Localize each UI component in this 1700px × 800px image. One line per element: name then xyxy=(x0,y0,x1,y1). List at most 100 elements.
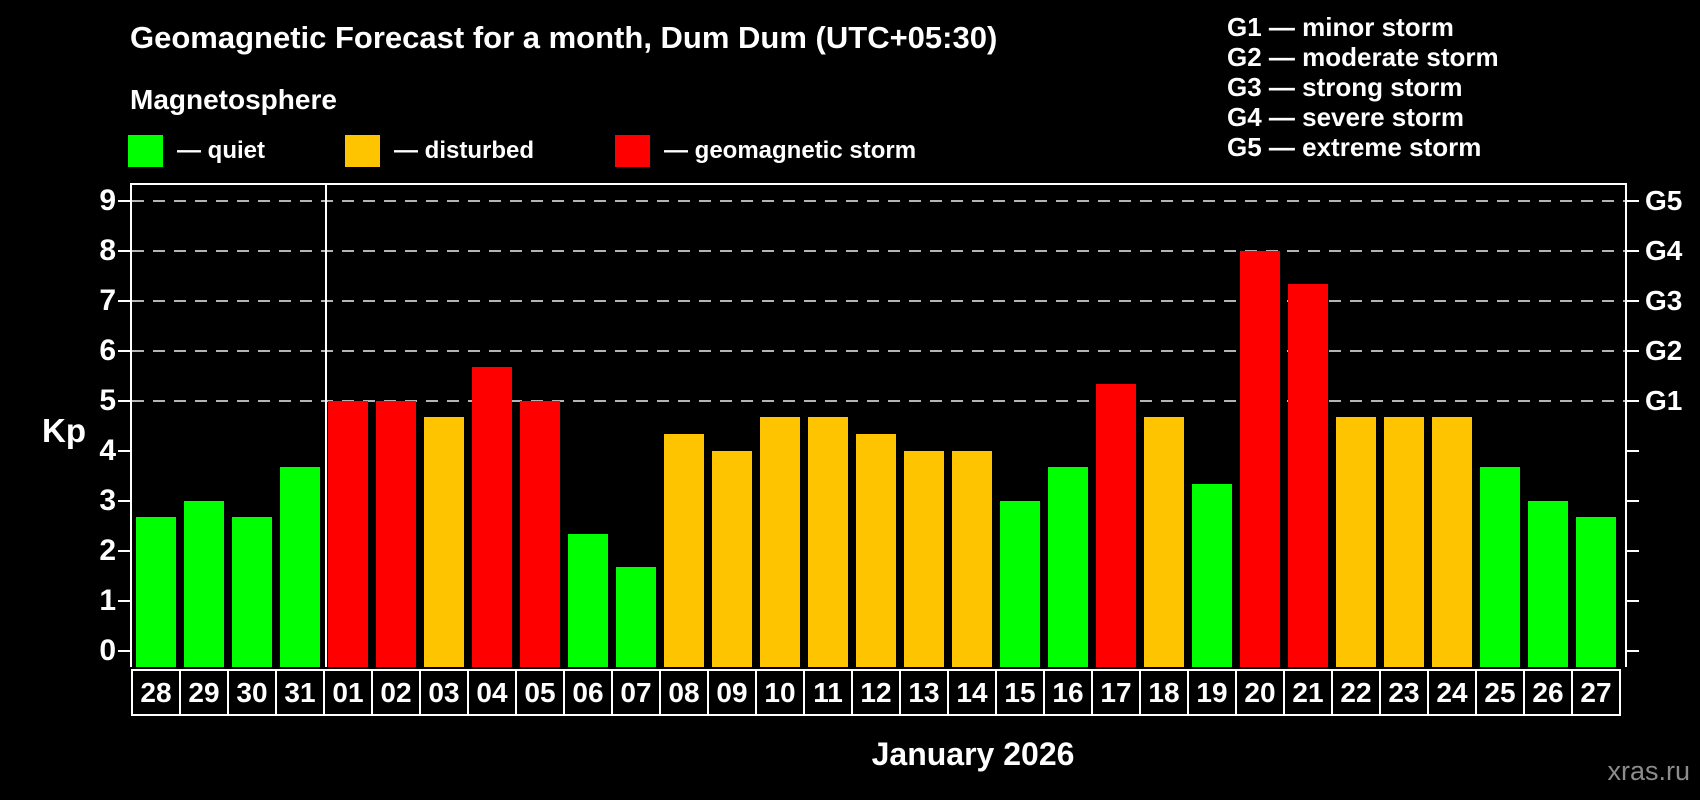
day-label-17: 17 xyxy=(1091,669,1141,716)
y-axis-tick xyxy=(118,300,130,302)
x-axis-day-row: 28 29 30 31 01 02 03 04 05 06 07 08 09 10 11 12 13 14 15 16… xyxy=(131,669,1621,716)
bar-day-15 xyxy=(1000,501,1040,667)
g-legend-line: G5 — extreme storm xyxy=(1227,132,1482,162)
day-label-28: 28 xyxy=(131,669,181,716)
plot-area xyxy=(130,183,1627,667)
bar-day-21 xyxy=(1288,284,1328,667)
day-label-14: 14 xyxy=(947,669,997,716)
watermark: xras.ru xyxy=(1607,756,1690,786)
bar-day-31 xyxy=(280,467,320,667)
bar-day-11 xyxy=(808,417,848,667)
day-label-30: 30 xyxy=(227,669,277,716)
bar-day-16 xyxy=(1048,467,1088,667)
y-axis-tick-label: 3 xyxy=(99,484,116,517)
legend-label-quiet: — quiet xyxy=(177,137,265,164)
day-label-04: 04 xyxy=(467,669,517,716)
bar-day-07 xyxy=(616,567,656,667)
right-axis-tick xyxy=(1627,450,1639,452)
y-axis-tick-label: 0 xyxy=(99,634,116,667)
day-label-11: 11 xyxy=(803,669,853,716)
g-legend-line: G4 — severe storm xyxy=(1227,102,1465,132)
gridline-kp7 xyxy=(132,300,1625,302)
y-axis-tick-label: 4 xyxy=(99,434,116,467)
bar-day-09 xyxy=(712,451,752,667)
bar-day-02 xyxy=(376,401,416,667)
x-axis-title: January 2026 xyxy=(871,736,1075,772)
right-axis-tick xyxy=(1627,300,1639,302)
bar-day-30 xyxy=(232,517,272,667)
bar-day-23 xyxy=(1384,417,1424,667)
bar-day-24 xyxy=(1432,417,1472,667)
day-label-02: 02 xyxy=(371,669,421,716)
bar-day-18 xyxy=(1144,417,1184,667)
right-axis-tick xyxy=(1627,550,1639,552)
gridline-kp9 xyxy=(132,200,1625,202)
day-label-18: 18 xyxy=(1139,669,1189,716)
day-label-10: 10 xyxy=(755,669,805,716)
day-label-26: 26 xyxy=(1523,669,1573,716)
y-axis-tick xyxy=(118,500,130,502)
month-separator xyxy=(325,183,327,667)
day-label-22: 22 xyxy=(1331,669,1381,716)
right-axis-tick xyxy=(1627,400,1639,402)
bar-day-13 xyxy=(904,451,944,667)
day-label-06: 06 xyxy=(563,669,613,716)
right-axis-label-g4: G4 xyxy=(1645,235,1683,266)
y-axis-tick xyxy=(118,450,130,452)
bar-day-25 xyxy=(1480,467,1520,667)
right-axis-tick xyxy=(1627,200,1639,202)
day-label-03: 03 xyxy=(419,669,469,716)
bar-day-10 xyxy=(760,417,800,667)
day-label-20: 20 xyxy=(1235,669,1285,716)
bar-day-29 xyxy=(184,501,224,667)
right-axis-label-g5: G5 xyxy=(1645,185,1683,216)
day-label-08: 08 xyxy=(659,669,709,716)
bar-day-14 xyxy=(952,451,992,667)
bar-day-06 xyxy=(568,534,608,667)
day-label-27: 27 xyxy=(1571,669,1621,716)
y-axis-tick-label: 6 xyxy=(99,334,116,367)
g-legend-line: G3 — strong storm xyxy=(1227,72,1463,102)
legend-item-storm: — geomagnetic storm xyxy=(615,133,916,169)
quiet-swatch-icon xyxy=(128,135,163,167)
y-axis-tick-label: 5 xyxy=(99,384,116,417)
right-axis-tick xyxy=(1627,350,1639,352)
chart-subtitle: Magnetosphere xyxy=(130,84,337,115)
bar-day-01 xyxy=(328,401,368,667)
day-label-15: 15 xyxy=(995,669,1045,716)
bar-day-05 xyxy=(520,401,560,667)
y-axis-title: Kp xyxy=(42,412,86,449)
legend-item-quiet: — quiet xyxy=(128,133,265,169)
day-label-23: 23 xyxy=(1379,669,1429,716)
y-axis-tick xyxy=(118,250,130,252)
y-axis-tick-label: 9 xyxy=(99,184,116,217)
day-label-09: 09 xyxy=(707,669,757,716)
y-axis-tick xyxy=(118,550,130,552)
day-label-05: 05 xyxy=(515,669,565,716)
g-legend-line: G1 — minor storm xyxy=(1227,12,1454,42)
storm-swatch-icon xyxy=(615,135,650,167)
gridline-kp6 xyxy=(132,350,1625,352)
right-axis-line xyxy=(1625,183,1627,667)
legend-label-disturbed: — disturbed xyxy=(394,137,535,164)
bar-day-04 xyxy=(472,367,512,667)
bar-day-08 xyxy=(664,434,704,667)
day-label-19: 19 xyxy=(1187,669,1237,716)
gridline-kp5 xyxy=(132,400,1625,402)
bar-day-26 xyxy=(1528,501,1568,667)
day-label-16: 16 xyxy=(1043,669,1093,716)
disturbed-swatch-icon xyxy=(345,135,380,167)
right-axis-label-g2: G2 xyxy=(1645,335,1683,366)
bar-day-22 xyxy=(1336,417,1376,667)
day-label-31: 31 xyxy=(275,669,325,716)
right-axis-tick xyxy=(1627,250,1639,252)
bar-day-27 xyxy=(1576,517,1616,667)
g-scale-legend: G1 — minor storm G2 — moderate storm G3 — … xyxy=(1227,12,1499,162)
y-axis-line xyxy=(130,183,132,667)
y-axis-tick xyxy=(118,400,130,402)
right-axis-tick xyxy=(1627,650,1639,652)
bar-day-20 xyxy=(1240,251,1280,667)
y-axis-tick-label: 8 xyxy=(99,234,116,267)
y-axis-tick-label: 7 xyxy=(99,284,116,317)
